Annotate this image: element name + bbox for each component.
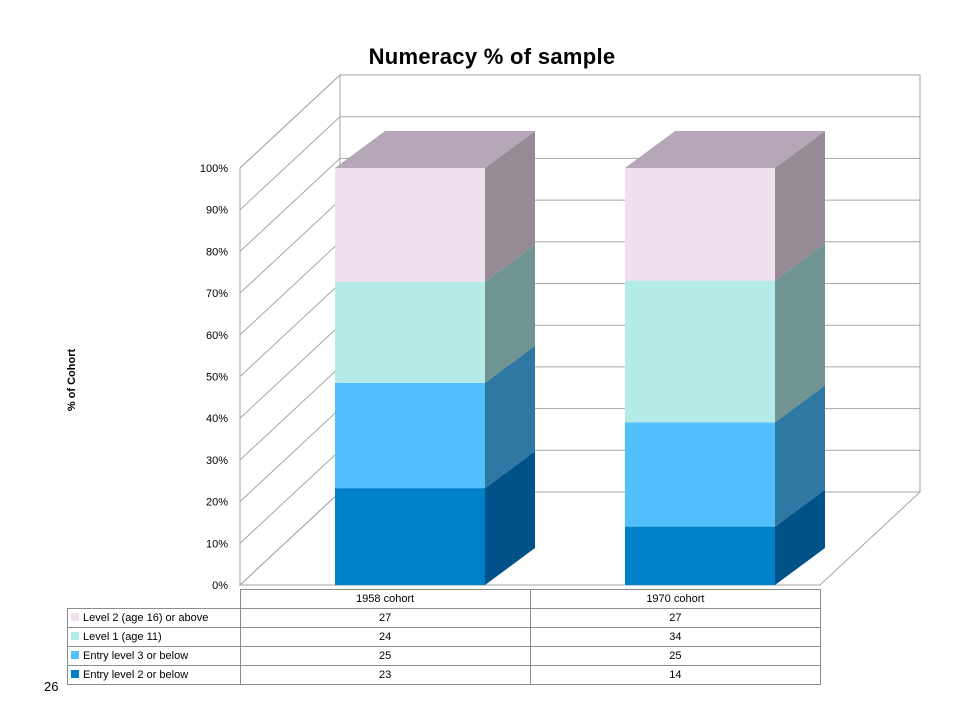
- data-label: 27: [239, 608, 531, 628]
- legend-key-swatch: [71, 613, 79, 621]
- bar-segment: [335, 345, 535, 489]
- bar-side-face: [485, 244, 535, 383]
- bar-side-face: [775, 243, 825, 423]
- data-label: 25: [239, 646, 531, 666]
- table-row: Level 1 (age 11) 24 34: [67, 627, 822, 647]
- y-tick-label: 80%: [206, 246, 228, 258]
- chart-bars: [335, 131, 825, 585]
- data-label: 27: [529, 608, 822, 628]
- bar-segment: [625, 489, 825, 585]
- table-corner: [68, 590, 241, 609]
- bar-side-face: [485, 451, 535, 585]
- legend-label: Entry level 2 or below: [83, 669, 189, 681]
- bar-segment: [625, 243, 825, 423]
- bar-side-face: [775, 131, 825, 281]
- table-row: Entry level 2 or below 23 14: [67, 665, 822, 685]
- data-label: 25: [529, 646, 822, 666]
- bar-front-face: [335, 488, 485, 585]
- bar-front-face: [625, 280, 775, 423]
- y-tick-label: 100%: [200, 163, 228, 175]
- bar-segment: [625, 385, 825, 527]
- data-label: 14: [529, 665, 822, 685]
- data-label: 23: [239, 665, 531, 685]
- bar-top-face: [625, 131, 825, 168]
- bar-side-face: [775, 385, 825, 527]
- data-table: 1958 cohort 1970 cohort Level 2 (age 16) o…: [67, 589, 822, 685]
- legend-label: Level 2 (age 16) or above: [83, 612, 209, 624]
- y-tick-label: 0%: [212, 580, 228, 592]
- bar-side-face: [485, 345, 535, 489]
- legend-entry: Entry level 2 or below: [67, 665, 241, 685]
- category-label: 1970 cohort: [529, 589, 822, 609]
- bar-front-face: [335, 281, 485, 383]
- table-row: Entry level 3 or below 25 25: [67, 646, 822, 666]
- bar-side-face: [775, 489, 825, 585]
- y-axis-ticks: 0% 10% 20% 30% 40% 50% 60% 70% 80% 90% 100%: [200, 163, 228, 592]
- chart-title: Numeracy % of sample: [368, 44, 616, 69]
- legend-entry: Level 2 (age 16) or above: [67, 608, 241, 628]
- bar-segment: [335, 451, 535, 585]
- legend-key-swatch: [71, 651, 79, 659]
- bar-front-face: [625, 526, 775, 585]
- table-row: Level 2 (age 16) or above 27 27: [67, 608, 822, 628]
- page-number: 26: [44, 679, 59, 694]
- legend-entry: Level 1 (age 11): [67, 627, 241, 647]
- y-tick-label: 30%: [206, 455, 228, 467]
- y-tick-label: 70%: [206, 288, 228, 300]
- y-tick-label: 10%: [206, 538, 228, 550]
- category-label: 1958 cohort: [239, 589, 531, 609]
- bar-segment: [625, 131, 825, 281]
- gridline: [239, 74, 920, 169]
- legend-entry: Entry level 3 or below: [67, 646, 241, 666]
- bar-segment: [335, 244, 535, 383]
- y-tick-label: 40%: [206, 413, 228, 425]
- bar-segment: [335, 131, 535, 282]
- bar-front-face: [335, 168, 485, 282]
- y-tick-label: 60%: [206, 330, 228, 342]
- y-tick-label: 50%: [206, 372, 228, 384]
- bar-front-face: [625, 168, 775, 281]
- bar-side-face: [485, 131, 535, 282]
- bar-front-face: [335, 382, 485, 489]
- bar-top-face: [335, 131, 535, 168]
- legend-key-swatch: [71, 670, 79, 678]
- legend-key-swatch: [71, 632, 79, 640]
- data-label: 24: [239, 627, 531, 647]
- legend-label: Level 1 (age 11): [83, 631, 162, 643]
- y-tick-label: 90%: [206, 205, 228, 217]
- data-label: 34: [529, 627, 822, 647]
- y-tick-label: 20%: [206, 497, 228, 509]
- legend-label: Entry level 3 or below: [83, 650, 189, 662]
- bar-front-face: [625, 422, 775, 527]
- gridline: [239, 116, 920, 211]
- table-header-row: 1958 cohort 1970 cohort: [68, 589, 822, 609]
